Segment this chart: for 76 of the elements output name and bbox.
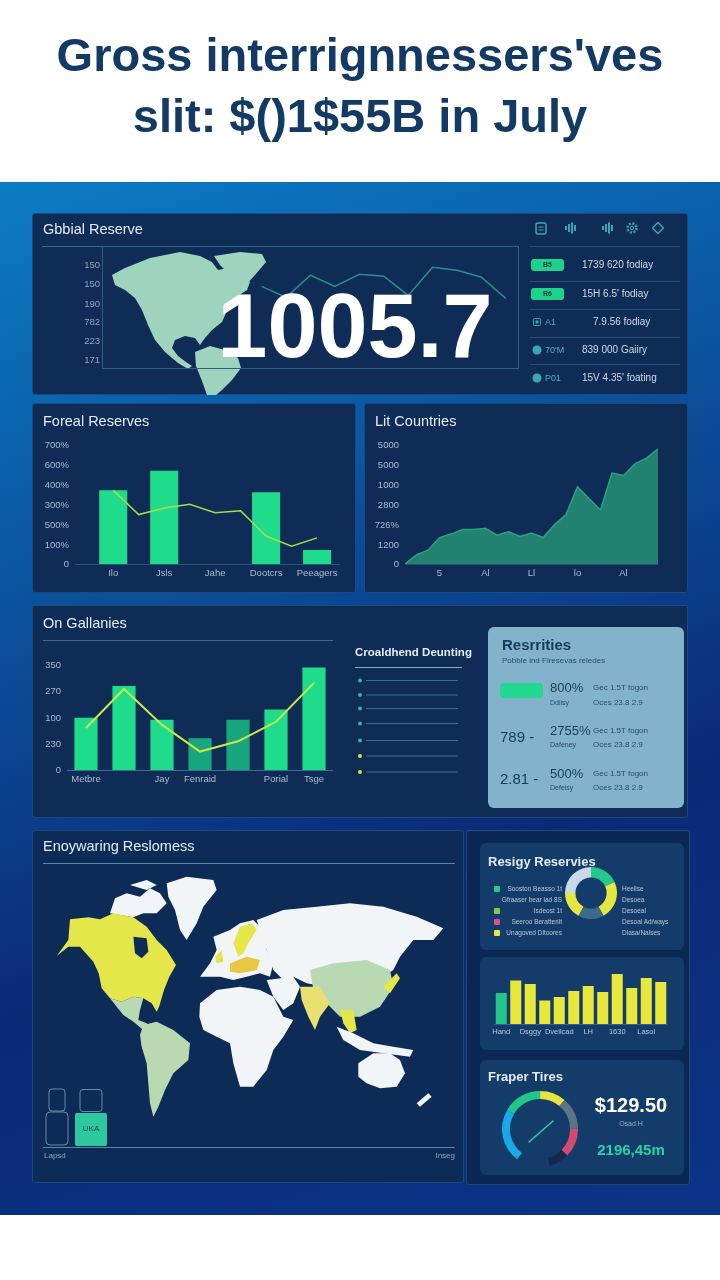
x-tick-label: Ilo: [108, 567, 119, 579]
text: 782: [84, 316, 100, 328]
text: 2.81 -: [500, 770, 539, 788]
text: 400%: [44, 479, 69, 491]
text: 2800: [377, 498, 399, 511]
x-tick-label: 5: [436, 567, 443, 579]
chart-title: Fraper Tires: [488, 1069, 563, 1085]
x-tick-label: Metbre: [71, 773, 101, 785]
text: 800%: [550, 680, 584, 696]
text: Gec 1.5T fogon: [593, 683, 648, 693]
chart-title: Foreal Reserves: [43, 413, 150, 431]
text: 300%: [44, 498, 69, 511]
x-tick-label: Porial: [263, 773, 289, 785]
text: Lapsd: [44, 1151, 66, 1161]
text: 1200: [377, 538, 399, 550]
text: 150: [84, 259, 100, 271]
text: 230: [45, 737, 61, 750]
x-tick-label: Fenraid: [183, 773, 217, 785]
text: Enoywaring Reslomess: [43, 838, 195, 856]
text: 100: [45, 711, 61, 723]
text: Croaldhend Deunting: [355, 646, 472, 660]
text: 190: [84, 297, 100, 310]
chart-title: On Gallanies: [43, 615, 127, 633]
x-tick-label: Al: [619, 567, 628, 579]
text: 223: [84, 335, 100, 347]
text: Gross interrignnessers'ves slit: $()1$55B in July: [55, 27, 665, 144]
x-tick-label: Dootcrs: [249, 567, 283, 579]
text: 150: [84, 278, 100, 290]
text: Resrrities: [502, 636, 572, 654]
text: 2755%: [550, 723, 591, 739]
x-tick-label: Ll: [527, 567, 536, 579]
x-tick-label: Al: [481, 567, 490, 579]
text: 15V 4.35' foating: [582, 372, 657, 384]
x-tick-label: Tsge: [303, 773, 325, 785]
text: UKA: [82, 1124, 100, 1134]
text: 5000: [377, 439, 399, 451]
text: 0: [393, 558, 399, 570]
text: 1000: [377, 479, 399, 491]
text: 726%: [374, 518, 399, 530]
text: Gec 1.5T fogon: [593, 769, 648, 779]
text: A1: [545, 316, 557, 328]
text: Oces 23.8 2.9: [593, 698, 643, 708]
text: 789 -: [500, 728, 535, 746]
text: 2196,45m: [597, 1141, 665, 1159]
text: Pobble ind Firesevas reledes: [502, 656, 606, 666]
text: 0: [55, 764, 61, 776]
x-tick-label: Jsls: [155, 567, 173, 579]
text: 5000: [377, 459, 399, 471]
text: 100%: [44, 538, 69, 550]
text: 1739 620 fodiay: [582, 259, 654, 271]
text: 700%: [44, 439, 69, 451]
text: P01: [545, 372, 562, 384]
text: 600%: [44, 459, 69, 471]
text: 7.9.56 fodiay: [593, 316, 651, 328]
chart-title: Resigy Reservies: [488, 854, 596, 870]
text: 500%: [550, 766, 584, 782]
text: 839 000 Gaiiry: [582, 344, 648, 356]
text: Oces 23.8 2.9: [593, 783, 643, 793]
text: Inseg: [435, 1151, 455, 1161]
x-tick-label: Jahe: [204, 567, 226, 579]
chart-title: Lit Countries: [375, 413, 457, 431]
x-tick-label: Peeagers: [296, 567, 338, 579]
text: 500%: [44, 518, 69, 530]
annotation: 1005.7: [217, 275, 493, 378]
x-tick-label: lo: [573, 567, 582, 579]
text: 350: [45, 658, 61, 671]
chart-title: Gbbial Reserve: [43, 221, 143, 239]
text: Oces 23.8 2.9: [593, 740, 643, 750]
text: Gec 1.5T fogon: [593, 726, 648, 736]
x-tick-label: Jay: [154, 773, 170, 785]
text: 70'M: [545, 344, 565, 356]
text: 0: [63, 558, 69, 570]
text: 171: [84, 354, 100, 366]
text: $129.50: [594, 1093, 668, 1117]
text: 270: [45, 685, 61, 697]
text: 15H 6.5' fodiay: [582, 288, 649, 300]
